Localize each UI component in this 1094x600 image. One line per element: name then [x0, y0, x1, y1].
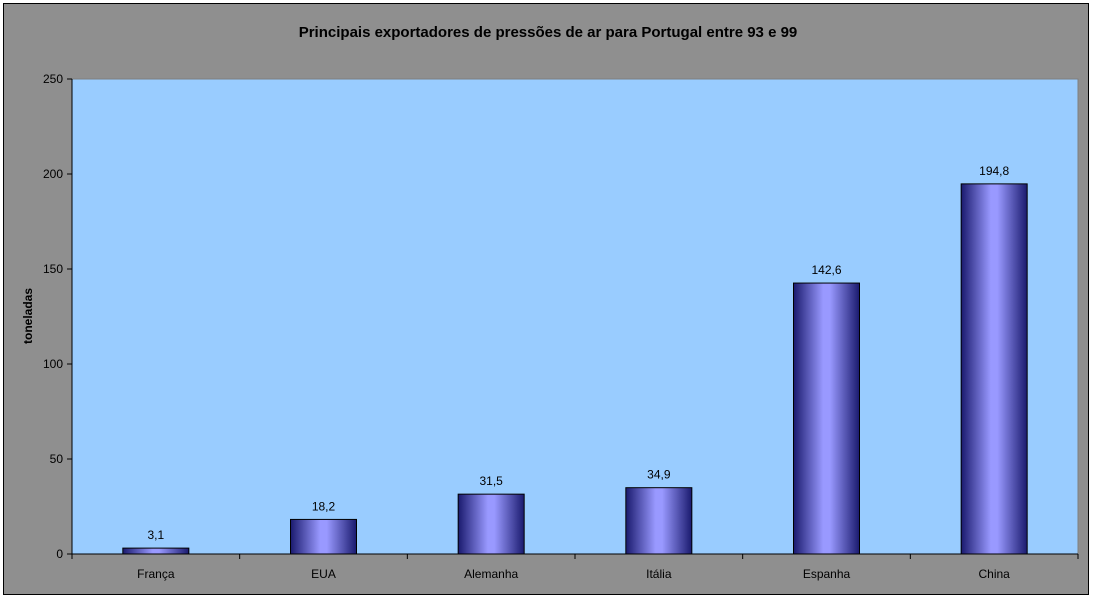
- y-tick-label: 150: [43, 262, 63, 276]
- y-tick-label: 100: [43, 357, 63, 371]
- bar: [290, 518, 357, 555]
- y-tick-label: 0: [56, 547, 63, 561]
- data-label: 142,6: [811, 263, 841, 277]
- bar: [122, 547, 190, 555]
- y-tick-label: 250: [43, 72, 63, 86]
- bar: [625, 487, 693, 555]
- plot-area: [71, 78, 1079, 555]
- data-label: 34,9: [647, 468, 671, 482]
- y-ticks-group: 0 50 100 150 200 250: [43, 72, 72, 561]
- x-tick-label: China: [978, 567, 1010, 581]
- x-tick-label: Espanha: [803, 567, 851, 581]
- x-ticks-group: França EUA Alemanha Itália Espanha China: [71, 554, 1079, 581]
- data-label: 31,5: [479, 474, 503, 488]
- bar: [793, 282, 860, 555]
- x-tick-label: França: [137, 567, 175, 581]
- chart-title: Principais exportadores de pressões de a…: [299, 24, 798, 41]
- x-tick-label: EUA: [311, 567, 336, 581]
- data-labels-group: 3,1 18,2 31,5 34,9 142,6 194,8: [147, 164, 1009, 542]
- y-tick-label: 50: [50, 452, 64, 466]
- data-label: 3,1: [147, 528, 164, 542]
- y-axis-label: toneladas: [21, 288, 35, 344]
- y-tick-label: 200: [43, 167, 63, 181]
- data-label: 194,8: [979, 164, 1009, 178]
- bar: [960, 183, 1028, 555]
- data-label: 18,2: [312, 499, 336, 513]
- bars-group: [122, 183, 1028, 555]
- bar: [457, 493, 525, 555]
- x-tick-label: Alemanha: [464, 567, 518, 581]
- x-tick-label: Itália: [646, 567, 672, 581]
